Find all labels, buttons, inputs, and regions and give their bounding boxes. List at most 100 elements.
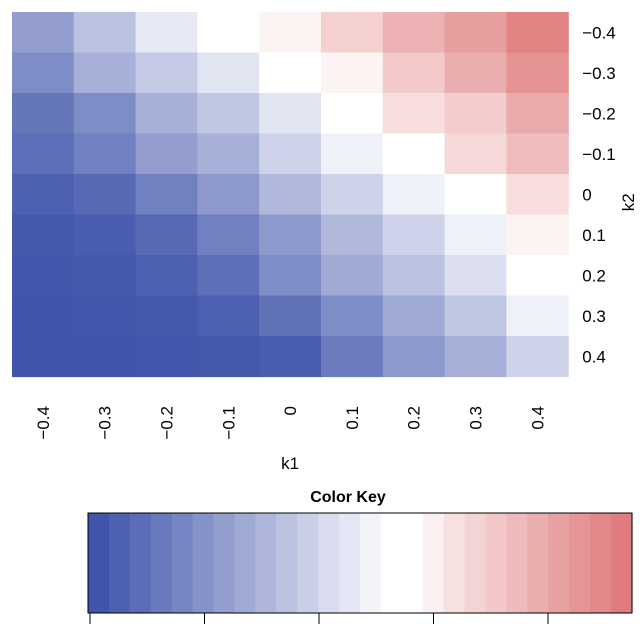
heatmap-cell — [444, 255, 507, 297]
heatmap-cell — [12, 174, 75, 216]
y-tick-label: −0.1 — [582, 145, 616, 164]
heatmap-cell — [135, 133, 198, 175]
heatmap-cell — [321, 336, 384, 378]
x-tick-label: 0 — [281, 406, 300, 415]
heatmap-cell — [73, 174, 137, 216]
color-key-bin — [171, 513, 194, 613]
x-tick-label: −0.3 — [96, 406, 115, 440]
heatmap-cell — [382, 214, 446, 256]
heatmap-cell — [73, 214, 137, 256]
color-key-bin — [422, 513, 445, 613]
color-key-bin — [129, 513, 152, 613]
heatmap-cell — [506, 52, 569, 94]
heatmap-cell — [321, 255, 384, 297]
x-tick-label: −0.4 — [34, 406, 53, 440]
heatmap-cell — [135, 255, 198, 297]
heatmap-cell — [382, 336, 446, 378]
x-tick-label: −0.1 — [219, 406, 238, 440]
color-key-bin — [569, 513, 591, 613]
heatmap-cell — [506, 133, 569, 175]
color-key-bin — [380, 513, 403, 613]
color-key-title: Color Key — [310, 489, 386, 506]
heatmap-cell — [444, 336, 507, 378]
color-key-bin — [213, 513, 236, 613]
color-key-bin — [318, 513, 340, 613]
heatmap-cell — [444, 52, 507, 94]
x-tick-label: −0.2 — [158, 406, 177, 440]
color-key-bin — [360, 513, 382, 613]
heatmap-cell — [382, 12, 446, 54]
heatmap-cell — [321, 295, 384, 337]
color-key-bin — [108, 513, 131, 613]
heatmap-cell — [444, 133, 507, 175]
heatmap-cell — [12, 52, 75, 94]
heatmap-cells — [12, 12, 569, 378]
heatmap-cell — [259, 174, 322, 216]
heatmap-cell — [135, 174, 198, 216]
heatmap-cell — [135, 12, 198, 54]
heatmap-cell — [73, 93, 137, 135]
heatmap-cell — [321, 12, 384, 54]
heatmap-cell — [382, 93, 446, 135]
heatmap-cell — [259, 93, 322, 135]
heatmap-cell — [135, 336, 198, 378]
heatmap-cell — [321, 52, 384, 94]
heatmap-cell — [12, 133, 75, 175]
heatmap-cell — [197, 214, 260, 256]
heatmap-cell — [382, 133, 446, 175]
color-key-bin — [339, 513, 361, 613]
heatmap-cell — [135, 52, 198, 94]
color-key-bin — [485, 513, 508, 613]
color-key-bar — [88, 513, 633, 613]
color-key-bin — [611, 513, 633, 613]
color-key-bin — [464, 513, 487, 613]
heatmap-cell — [197, 295, 260, 337]
y-axis-ticks: −0.4 −0.3 −0.2 −0.1 0 0.1 0.2 0.3 0.4 — [582, 23, 616, 366]
y-tick-label: 0 — [582, 185, 591, 204]
heatmap-cell — [321, 174, 384, 216]
y-tick-label: −0.4 — [582, 23, 616, 42]
x-tick-label: 0.2 — [405, 406, 424, 430]
color-key-bin — [590, 513, 612, 613]
heatmap-cell — [73, 255, 137, 297]
heatmap-cell — [73, 52, 137, 94]
heatmap-cell — [321, 93, 384, 135]
heatmap-cell — [259, 52, 322, 94]
x-axis-ticks: −0.4 −0.3 −0.2 −0.1 0 0.1 0.2 0.3 0.4 — [34, 406, 547, 440]
color-key-bin — [255, 513, 277, 613]
heatmap-cell — [197, 52, 260, 94]
x-tick-label: 0.4 — [528, 406, 547, 430]
heatmap-cell — [12, 295, 75, 337]
y-tick-label: −0.3 — [582, 64, 616, 83]
heatmap-cell — [321, 214, 384, 256]
heatmap-cell — [197, 93, 260, 135]
heatmap-cell — [259, 295, 322, 337]
y-axis-title: k2 — [619, 193, 638, 211]
heatmap-cell — [12, 336, 75, 378]
heatmap-cell — [197, 174, 260, 216]
color-key-bin — [443, 513, 466, 613]
x-axis-title: k1 — [281, 454, 299, 473]
heatmap-cell — [444, 12, 507, 54]
color-key-bin — [401, 513, 424, 613]
heatmap-cell — [73, 295, 137, 337]
y-tick-label: 0.4 — [582, 347, 606, 366]
heatmap-cell — [382, 295, 446, 337]
heatmap-cell — [506, 214, 569, 256]
color-key-ticks — [89, 613, 549, 624]
heatmap-cell — [135, 295, 198, 337]
heatmap-cell — [12, 214, 75, 256]
heatmap-cell — [135, 93, 198, 135]
heatmap-cell — [259, 336, 322, 378]
heatmap-cell — [506, 174, 569, 216]
heatmap-cell — [73, 133, 137, 175]
heatmap-cell — [197, 133, 260, 175]
color-key-bin — [150, 513, 173, 613]
heatmap-cell — [259, 214, 322, 256]
y-tick-label: −0.2 — [582, 104, 616, 123]
heatmap-cell — [12, 93, 75, 135]
heatmap-cell — [444, 295, 507, 337]
y-tick-label: 0.1 — [582, 226, 606, 245]
color-key-bin — [527, 513, 549, 613]
